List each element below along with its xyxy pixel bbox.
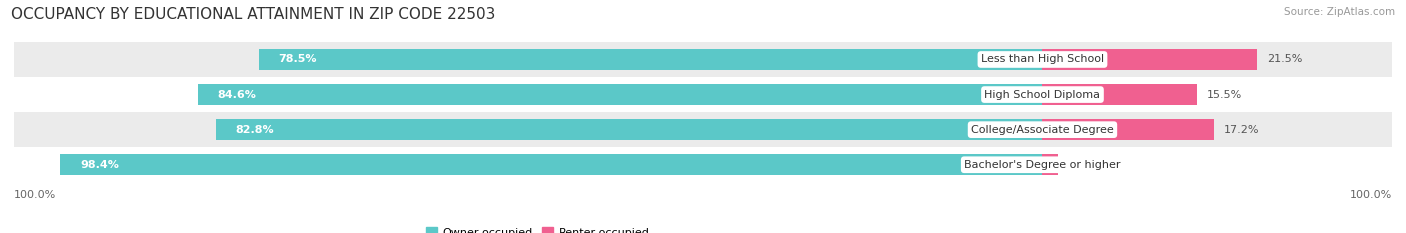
Text: Bachelor's Degree or higher: Bachelor's Degree or higher (965, 160, 1121, 170)
Text: 15.5%: 15.5% (1208, 89, 1243, 99)
Bar (215, 119, 1042, 140)
Legend: Owner-occupied, Renter-occupied: Owner-occupied, Renter-occupied (422, 223, 654, 233)
Bar (1042, 49, 1257, 70)
Bar (14, 77, 1392, 112)
Text: Less than High School: Less than High School (981, 55, 1104, 65)
Text: 100.0%: 100.0% (14, 190, 56, 200)
Text: 78.5%: 78.5% (278, 55, 318, 65)
Text: 84.6%: 84.6% (218, 89, 257, 99)
Text: 100.0%: 100.0% (1350, 190, 1392, 200)
Text: College/Associate Degree: College/Associate Degree (972, 125, 1114, 135)
Text: 82.8%: 82.8% (236, 125, 274, 135)
Bar (1042, 154, 1059, 175)
Bar (14, 112, 1392, 147)
Bar (198, 84, 1042, 105)
Text: 21.5%: 21.5% (1267, 55, 1302, 65)
Text: OCCUPANCY BY EDUCATIONAL ATTAINMENT IN ZIP CODE 22503: OCCUPANCY BY EDUCATIONAL ATTAINMENT IN Z… (11, 7, 496, 22)
Bar (14, 147, 1392, 182)
Text: 98.4%: 98.4% (80, 160, 120, 170)
Text: 1.6%: 1.6% (1069, 160, 1097, 170)
Bar (1042, 84, 1198, 105)
Bar (14, 42, 1392, 77)
Bar (259, 49, 1042, 70)
Text: Source: ZipAtlas.com: Source: ZipAtlas.com (1284, 7, 1395, 17)
Text: 17.2%: 17.2% (1225, 125, 1260, 135)
Text: High School Diploma: High School Diploma (984, 89, 1101, 99)
Bar (1042, 119, 1215, 140)
Bar (60, 154, 1042, 175)
